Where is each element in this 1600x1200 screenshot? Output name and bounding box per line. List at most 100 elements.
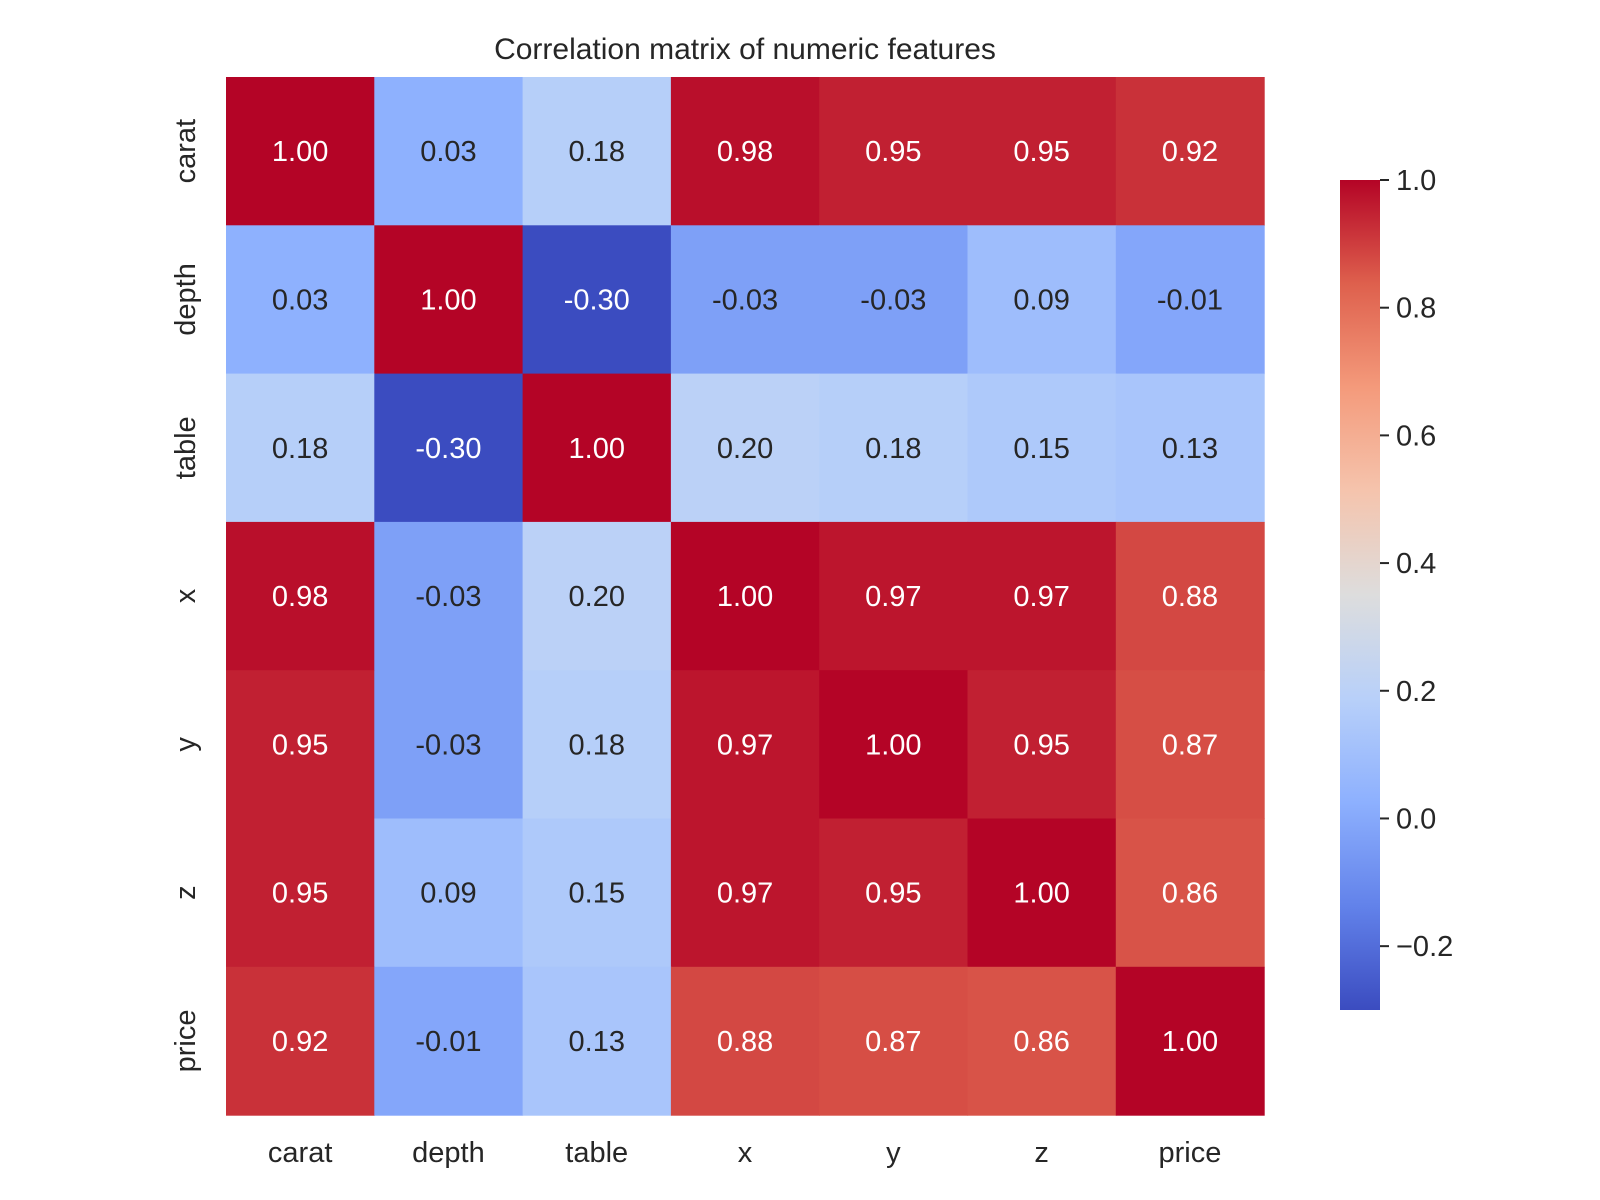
- colorbar-tick-label: 1.0: [1396, 165, 1436, 197]
- heatmap-cell-carat-price: [1115, 77, 1265, 226]
- heatmap-cell-x-z: [967, 521, 1117, 671]
- colorbar-tick-label: 0.2: [1396, 676, 1436, 708]
- heatmap-cell-y-depth: [374, 670, 524, 820]
- heatmap-cell-table-depth: [374, 373, 524, 523]
- heatmap-cell-z-depth: [374, 818, 524, 968]
- x-tick-label-y: y: [886, 1137, 901, 1169]
- heatmap-cell-carat-z: [967, 77, 1117, 226]
- cell-value-depth-table: -0.30: [564, 284, 630, 316]
- cell-value-z-price: 0.86: [1162, 878, 1218, 910]
- heatmap-cell-depth-table: [522, 225, 672, 375]
- cell-value-depth-carat: 0.03: [272, 284, 328, 316]
- heatmap-cell-depth-carat: [226, 225, 375, 375]
- heatmap-cell-depth-price: [1115, 225, 1265, 375]
- y-tick-label-table: table: [170, 416, 202, 479]
- cell-value-table-x: 0.20: [717, 433, 773, 465]
- colorbar-tick-label: 0.4: [1396, 548, 1436, 580]
- cell-value-depth-y: -0.03: [860, 284, 926, 316]
- cell-value-x-table: 0.20: [569, 581, 625, 613]
- cell-value-carat-table: 0.18: [569, 136, 625, 168]
- cell-value-carat-carat: 1.00: [272, 136, 328, 168]
- cell-value-depth-x: -0.03: [712, 284, 778, 316]
- heatmap-cell-carat-depth: [374, 77, 524, 226]
- cell-value-x-x: 1.00: [717, 581, 773, 613]
- cell-value-depth-price: -0.01: [1157, 284, 1223, 316]
- y-tick-labels: carat depth table x y z price: [170, 119, 202, 1072]
- cell-value-price-z: 0.86: [1013, 1026, 1069, 1058]
- colorbar-gradient: [1340, 180, 1380, 1010]
- y-tick-label-y: y: [170, 737, 202, 752]
- cell-value-z-depth: 0.09: [420, 878, 476, 910]
- cell-value-z-carat: 0.95: [272, 878, 328, 910]
- heatmap-cell-carat-table: [522, 77, 672, 226]
- colorbar-tick-label: 0.0: [1396, 803, 1436, 835]
- cell-value-depth-depth: 1.00: [420, 284, 476, 316]
- heatmap-cell-depth-y: [819, 225, 969, 375]
- heatmap-cell-price-x: [670, 966, 820, 1116]
- cell-value-y-z: 0.95: [1013, 729, 1069, 761]
- x-tick-label-x: x: [738, 1137, 753, 1169]
- cell-value-price-price: 1.00: [1162, 1026, 1218, 1058]
- colorbar-ticks: 1.0 0.8 0.6 0.4 0.2 0.0 −0.2: [1380, 165, 1453, 963]
- cell-value-x-z: 0.97: [1013, 581, 1069, 613]
- y-tick-label-price: price: [170, 1010, 202, 1073]
- cell-value-z-table: 0.15: [569, 878, 625, 910]
- cell-value-y-carat: 0.95: [272, 729, 328, 761]
- x-tick-label-carat: carat: [268, 1137, 332, 1169]
- y-tick-label-x: x: [170, 588, 202, 603]
- heatmap-cell-depth-z: [967, 225, 1117, 375]
- cell-value-x-price: 0.88: [1162, 581, 1218, 613]
- heatmap-cell-depth-depth: [374, 225, 524, 375]
- heatmap-cell-x-depth: [374, 521, 524, 671]
- cell-value-x-carat: 0.98: [272, 581, 328, 613]
- heatmap-cell-x-table: [522, 521, 672, 671]
- colorbar: 1.0 0.8 0.6 0.4 0.2 0.0 −0.2: [1340, 165, 1453, 1010]
- cell-value-x-y: 0.97: [865, 581, 921, 613]
- x-tick-label-table: table: [565, 1137, 628, 1169]
- heatmap-cell-table-x: [670, 373, 820, 523]
- heatmap-cell-y-carat: [226, 670, 375, 820]
- cell-value-carat-depth: 0.03: [420, 136, 476, 168]
- cell-value-carat-price: 0.92: [1162, 136, 1218, 168]
- y-tick-label-carat: carat: [170, 119, 202, 183]
- heatmap-cell-x-carat: [226, 521, 375, 671]
- heatmap-cell-y-table: [522, 670, 672, 820]
- cell-value-price-y: 0.87: [865, 1026, 921, 1058]
- cell-value-y-price: 0.87: [1162, 729, 1218, 761]
- heatmap-cell-carat-carat: [226, 77, 375, 226]
- heatmap-cell-carat-y: [819, 77, 969, 226]
- heatmap-cell-table-carat: [226, 373, 375, 523]
- heatmap-cell-y-y: [819, 670, 969, 820]
- cell-value-y-depth: -0.03: [415, 729, 481, 761]
- cell-value-table-depth: -0.30: [415, 433, 481, 465]
- y-tick-label-z: z: [170, 885, 202, 900]
- cell-value-table-table: 1.00: [569, 433, 625, 465]
- cell-value-price-x: 0.88: [717, 1026, 773, 1058]
- colorbar-tick-label: 0.8: [1396, 293, 1436, 325]
- cell-value-y-x: 0.97: [717, 729, 773, 761]
- x-tick-label-depth: depth: [412, 1137, 485, 1169]
- cell-value-table-carat: 0.18: [272, 433, 328, 465]
- x-tick-labels: carat depth table x y z price: [268, 1137, 1221, 1169]
- heatmap-cell-table-z: [967, 373, 1117, 523]
- heatmap-cell-carat-x: [670, 77, 820, 226]
- colorbar-tick-label: 0.6: [1396, 420, 1436, 452]
- cell-value-table-y: 0.18: [865, 433, 921, 465]
- cell-value-y-y: 1.00: [865, 729, 921, 761]
- cell-value-z-y: 0.95: [865, 878, 921, 910]
- heatmap-cell-z-x: [670, 818, 820, 968]
- chart-title: Correlation matrix of numeric features: [494, 33, 996, 66]
- heatmap-cell-table-y: [819, 373, 969, 523]
- heatmap-cell-depth-x: [670, 225, 820, 375]
- colorbar-tick-label: −0.2: [1396, 931, 1453, 963]
- heatmap-cell-z-carat: [226, 818, 375, 968]
- cell-value-y-table: 0.18: [569, 729, 625, 761]
- cell-value-carat-z: 0.95: [1013, 136, 1069, 168]
- heatmap-cell-x-y: [819, 521, 969, 671]
- heatmap-cell-y-z: [967, 670, 1117, 820]
- heatmap-cell-y-price: [1115, 670, 1265, 820]
- heatmap-cell-z-price: [1115, 818, 1265, 968]
- x-tick-label-price: price: [1159, 1137, 1222, 1169]
- cell-value-price-carat: 0.92: [272, 1026, 328, 1058]
